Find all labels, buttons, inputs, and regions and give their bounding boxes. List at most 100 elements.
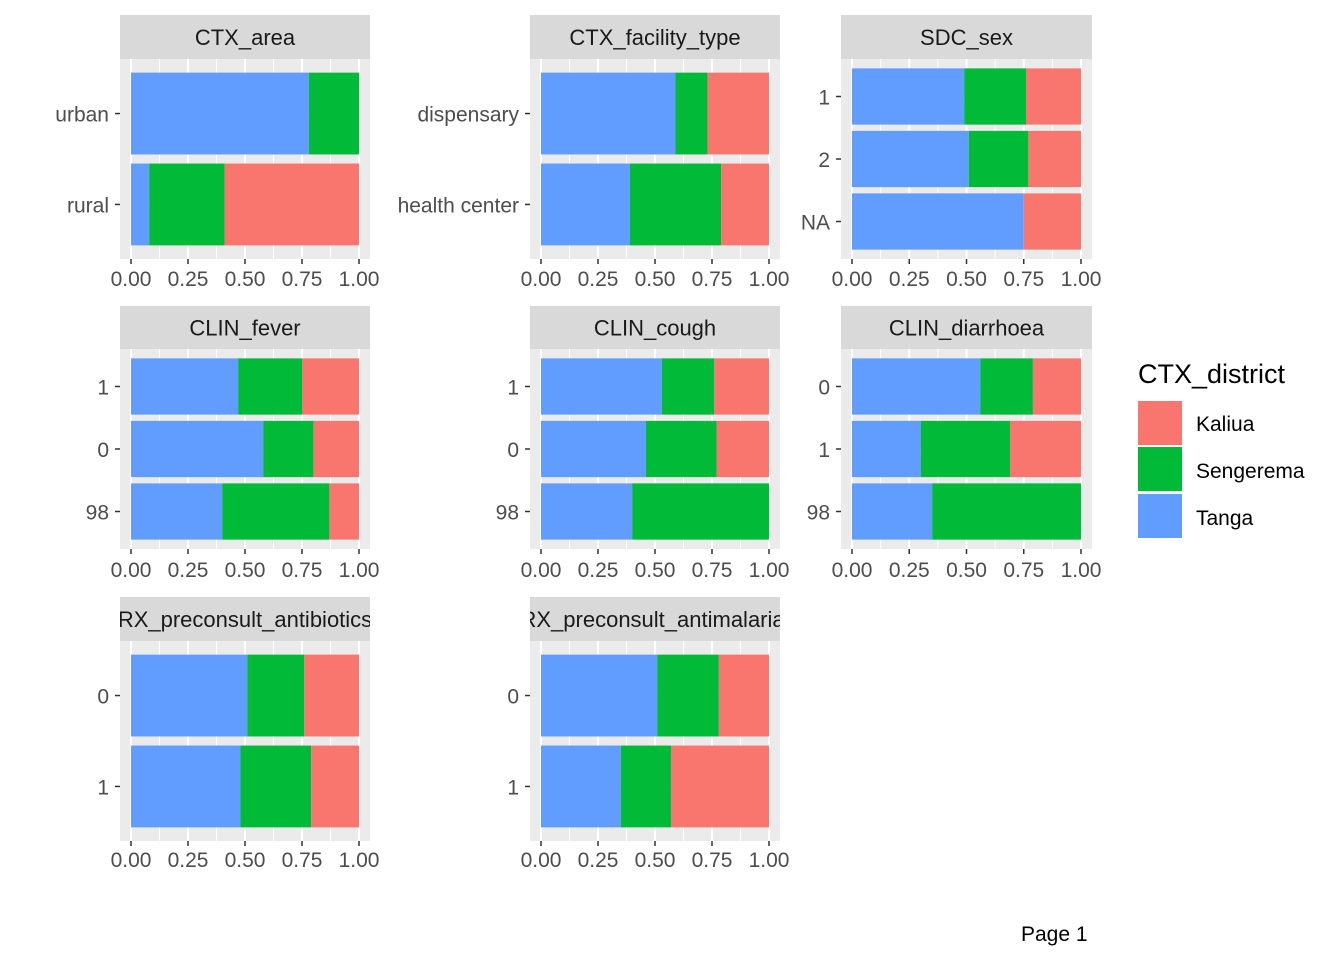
x-tick-label: 1.00 (1061, 268, 1102, 291)
bar-segment-sengerema-98 (222, 483, 330, 540)
strip-title: CTX_facility_type (569, 25, 740, 50)
bar-segment-tanga-0 (852, 358, 981, 415)
bar-segment-tanga-1 (852, 68, 965, 125)
category-label: 98 (86, 502, 109, 525)
bar-segment-sengerema-0 (645, 420, 717, 478)
category-label: 0 (507, 686, 519, 709)
strip-title: CTX_area (195, 25, 296, 50)
bar-segment-sengerema-2 (968, 130, 1029, 188)
category-label: 98 (496, 502, 519, 525)
bar-segment-sengerema-1 (661, 358, 715, 415)
x-tick-label: 0.50 (635, 559, 676, 582)
x-tick-label: 0.50 (225, 559, 266, 582)
bar-segment-tanga-1 (131, 745, 241, 828)
bar-segment-sengerema-98 (932, 483, 1081, 540)
category-label: 1 (507, 377, 519, 400)
legend-label-kaliua: Kaliua (1196, 413, 1255, 436)
page-label: Page 1 (1021, 923, 1088, 946)
bar-segment-tanga-health-center (541, 163, 630, 246)
strip-background (530, 597, 780, 641)
strip-background (530, 15, 780, 59)
x-tick-label: 0.00 (111, 268, 152, 291)
x-tick-label: 0.25 (168, 849, 209, 872)
bar-segment-sengerema-98 (632, 483, 769, 540)
strip-title: SDC_sex (920, 25, 1013, 50)
x-tick-label: 0.25 (168, 268, 209, 291)
facet-clin-diarrhoea: CLIN_diarrhoea 0 1 98 0.00 0.25 0.50 0.75 1.00 (807, 306, 1102, 582)
strip-background (841, 306, 1092, 349)
legend-key-kaliua (1138, 401, 1182, 445)
legend-title: CTX_district (1138, 359, 1286, 389)
legend-key-tanga (1138, 494, 1182, 538)
bar-segment-tanga-98 (852, 483, 933, 540)
x-tick-label: 0.50 (225, 268, 266, 291)
x-tick-label: 0.00 (111, 849, 152, 872)
x-tick-label: 0.25 (578, 268, 619, 291)
strip-background (120, 306, 370, 349)
facet-rx-preconsult-antimalarial: RX_preconsult_antimalarial 0 1 0.00 0.25 0.50… (507, 597, 789, 872)
x-tick-label: 0.50 (946, 268, 987, 291)
x-tick-label: 0.50 (946, 559, 987, 582)
bar-segment-sengerema-dispensary (675, 72, 708, 155)
bar-segment-kaliua-0 (1032, 358, 1081, 415)
x-tick-label: 0.75 (692, 268, 733, 291)
strip-background (841, 15, 1092, 59)
x-tick-label: 1.00 (749, 849, 790, 872)
bar-segment-kaliua-0 (304, 654, 359, 737)
bar-segment-tanga-rural (131, 163, 150, 246)
x-tick-label: 0.00 (832, 559, 873, 582)
bar-segment-sengerema-1 (238, 358, 302, 415)
category-label: NA (801, 212, 830, 235)
bar-segment-kaliua-1 (311, 745, 359, 828)
category-label: 98 (807, 502, 830, 525)
bar-segment-kaliua-dispensary (707, 72, 769, 155)
category-label: urban (55, 104, 109, 127)
strip-title: RX_preconsult_antibiotics (118, 607, 372, 632)
x-tick-label: 1.00 (749, 559, 790, 582)
bar-segment-kaliua-1 (1010, 420, 1081, 478)
facet-ctx-facility-type: CTX_facility_type dispensary health center… (398, 15, 789, 291)
legend: CTX_district Kaliua Sengerema Tanga (1138, 359, 1305, 538)
bar-segment-kaliua-health-center (721, 163, 769, 246)
bar-segment-kaliua-0 (716, 420, 769, 478)
x-tick-label: 0.25 (889, 559, 930, 582)
category-label: 0 (97, 439, 109, 462)
x-tick-label: 0.50 (225, 849, 266, 872)
x-tick-label: 0.75 (282, 559, 323, 582)
bar-segment-tanga-98 (541, 483, 633, 540)
bar-segment-tanga-0 (541, 420, 646, 478)
category-label: rural (67, 194, 109, 217)
bar-segment-tanga-0 (131, 420, 264, 478)
facet-clin-fever: CLIN_fever 1 0 98 0.00 0.25 0.50 0.75 1.00 (86, 306, 380, 582)
bar-segment-sengerema-urban (308, 72, 359, 155)
category-label: 1 (97, 776, 109, 799)
x-tick-label: 0.00 (111, 559, 152, 582)
bar-segment-sengerema-1 (964, 68, 1027, 125)
x-tick-label: 0.00 (521, 268, 562, 291)
x-tick-label: 0.00 (521, 559, 562, 582)
facet-clin-cough: CLIN_cough 1 0 98 0.00 0.25 0.50 0.75 1.00 (496, 306, 790, 582)
category-label: 1 (818, 87, 830, 110)
x-tick-label: 0.25 (168, 559, 209, 582)
x-tick-label: 0.25 (889, 268, 930, 291)
bar-segment-kaliua-1 (302, 358, 359, 415)
bar-segment-sengerema-0 (247, 654, 305, 737)
x-tick-label: 0.25 (578, 849, 619, 872)
bar-segment-tanga-urban (131, 72, 309, 155)
x-tick-label: 0.50 (635, 268, 676, 291)
x-tick-label: 1.00 (339, 559, 380, 582)
x-tick-label: 0.00 (832, 268, 873, 291)
x-tick-label: 0.75 (692, 559, 733, 582)
x-tick-label: 0.75 (282, 268, 323, 291)
x-tick-label: 0.00 (521, 849, 562, 872)
x-tick-label: 1.00 (1061, 559, 1102, 582)
legend-key-sengerema (1138, 447, 1182, 491)
bar-segment-tanga-1 (541, 745, 621, 828)
x-tick-label: 0.75 (1003, 268, 1044, 291)
x-tick-label: 0.50 (635, 849, 676, 872)
legend-label-tanga: Tanga (1196, 507, 1254, 530)
strip-background (530, 306, 780, 349)
category-label: 1 (507, 776, 519, 799)
